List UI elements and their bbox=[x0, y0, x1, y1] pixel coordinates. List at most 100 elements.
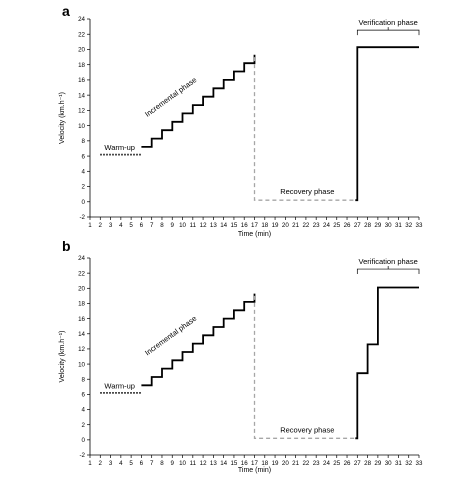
x-tick-label: 19 bbox=[272, 460, 279, 467]
x-tick-label: 9 bbox=[171, 460, 175, 467]
x-tick-label: 29 bbox=[374, 222, 381, 229]
x-tick-label: 1 bbox=[88, 460, 92, 467]
x-tick-label: 32 bbox=[405, 222, 412, 229]
x-tick-label: 4 bbox=[119, 460, 123, 467]
verification-bracket bbox=[356, 266, 420, 275]
x-tick-label: 5 bbox=[129, 222, 133, 229]
x-tick-label: 14 bbox=[220, 460, 227, 467]
y-tick-label: 18 bbox=[78, 62, 85, 69]
panel-label: b bbox=[62, 238, 71, 254]
annotation-label: Incremental phase bbox=[143, 314, 198, 358]
y-tick-label: 22 bbox=[78, 270, 85, 277]
x-tick-label: 10 bbox=[179, 222, 186, 229]
annotation-label: Warm-up bbox=[104, 143, 135, 152]
verification-bracket bbox=[356, 27, 420, 36]
x-tick-label: 20 bbox=[282, 460, 289, 467]
y-tick-label: 6 bbox=[82, 392, 86, 399]
x-tick-label: 8 bbox=[160, 222, 164, 229]
y-tick-label: 10 bbox=[78, 361, 85, 368]
y-tick-label: 2 bbox=[82, 184, 86, 191]
series-dashed-line bbox=[253, 57, 356, 201]
y-tick-label: 24 bbox=[78, 16, 85, 23]
annotation-label: Incremental phase bbox=[143, 75, 198, 119]
y-tick-label: 18 bbox=[78, 301, 85, 308]
y-tick-label: 2 bbox=[82, 422, 86, 429]
x-tick-label: 16 bbox=[241, 460, 248, 467]
x-tick-label: 12 bbox=[200, 460, 207, 467]
x-tick-label: 23 bbox=[313, 222, 320, 229]
x-tick-label: 16 bbox=[241, 222, 248, 229]
x-tick-label: 27 bbox=[354, 222, 361, 229]
x-tick-label: 31 bbox=[395, 460, 402, 467]
x-tick-label: 1 bbox=[88, 222, 92, 229]
y-tick-label: 8 bbox=[82, 376, 86, 383]
x-tick-label: 24 bbox=[323, 460, 330, 467]
y-tick-label: 0 bbox=[82, 199, 86, 206]
x-tick-label: 18 bbox=[261, 460, 268, 467]
y-tick-label: 20 bbox=[78, 286, 85, 293]
y-tick-label: 16 bbox=[78, 77, 85, 84]
y-tick-label: 14 bbox=[78, 331, 85, 338]
x-tick-label: 25 bbox=[333, 460, 340, 467]
x-tick-label: 5 bbox=[129, 460, 133, 467]
x-tick-label: 21 bbox=[292, 222, 299, 229]
annotation-label: Verification phase bbox=[359, 18, 418, 27]
y-tick-label: 12 bbox=[78, 346, 85, 353]
x-tick-label: 4 bbox=[119, 222, 123, 229]
y-tick-label: 20 bbox=[78, 47, 85, 54]
x-tick-label: 22 bbox=[302, 222, 309, 229]
annotation-label: Recovery phase bbox=[280, 187, 334, 196]
y-tick-label: 8 bbox=[82, 138, 86, 145]
x-tick-label: 12 bbox=[200, 222, 207, 229]
x-tick-label: 7 bbox=[150, 460, 154, 467]
x-tick-label: 20 bbox=[282, 222, 289, 229]
x-tick-label: 9 bbox=[171, 222, 175, 229]
y-tick-label: 4 bbox=[82, 407, 86, 414]
y-tick-label: 0 bbox=[82, 437, 86, 444]
x-tick-label: 17 bbox=[251, 222, 258, 229]
series-steps-line bbox=[141, 54, 256, 148]
y-tick-label: 4 bbox=[82, 169, 86, 176]
x-tick-label: 7 bbox=[150, 222, 154, 229]
series-dashed-line bbox=[253, 295, 356, 439]
x-tick-label: 17 bbox=[251, 460, 258, 467]
x-tick-label: 33 bbox=[416, 460, 423, 467]
panel-label: a bbox=[62, 3, 70, 19]
x-tick-label: 25 bbox=[333, 222, 340, 229]
x-tick-label: 15 bbox=[230, 460, 237, 467]
x-tick-label: 21 bbox=[292, 460, 299, 467]
x-tick-label: 23 bbox=[313, 460, 320, 467]
y-axis-title: Velocity (km.h⁻¹) bbox=[59, 331, 66, 383]
x-tick-label: 27 bbox=[354, 460, 361, 467]
y-tick-label: -2 bbox=[79, 214, 85, 221]
x-tick-label: 26 bbox=[344, 222, 351, 229]
x-tick-label: 14 bbox=[220, 222, 227, 229]
y-tick-label: 10 bbox=[78, 123, 85, 130]
x-tick-label: 29 bbox=[374, 460, 381, 467]
x-tick-label: 3 bbox=[109, 222, 113, 229]
x-tick-label: 8 bbox=[160, 460, 164, 467]
series-solid-line bbox=[355, 286, 419, 440]
x-tick-label: 6 bbox=[140, 460, 144, 467]
x-tick-label: 11 bbox=[190, 222, 197, 229]
y-tick-label: 24 bbox=[78, 255, 85, 262]
x-tick-label: 22 bbox=[302, 460, 309, 467]
series-steps-line bbox=[141, 293, 256, 387]
x-tick-label: 13 bbox=[210, 222, 217, 229]
x-tick-label: 26 bbox=[344, 460, 351, 467]
x-tick-label: 32 bbox=[405, 460, 412, 467]
y-tick-label: 12 bbox=[78, 108, 85, 115]
x-tick-label: 33 bbox=[416, 222, 423, 229]
annotation-label: Warm-up bbox=[104, 381, 135, 390]
y-tick-label: 6 bbox=[82, 153, 86, 160]
y-tick-label: 14 bbox=[78, 92, 85, 99]
series-solid-line bbox=[355, 46, 419, 202]
x-tick-label: 19 bbox=[272, 222, 279, 229]
annotation-label: Recovery phase bbox=[280, 425, 334, 434]
x-tick-label: 31 bbox=[395, 222, 402, 229]
x-axis-title: Time (min) bbox=[238, 467, 271, 474]
x-tick-label: 2 bbox=[99, 222, 103, 229]
x-tick-label: 30 bbox=[385, 460, 392, 467]
